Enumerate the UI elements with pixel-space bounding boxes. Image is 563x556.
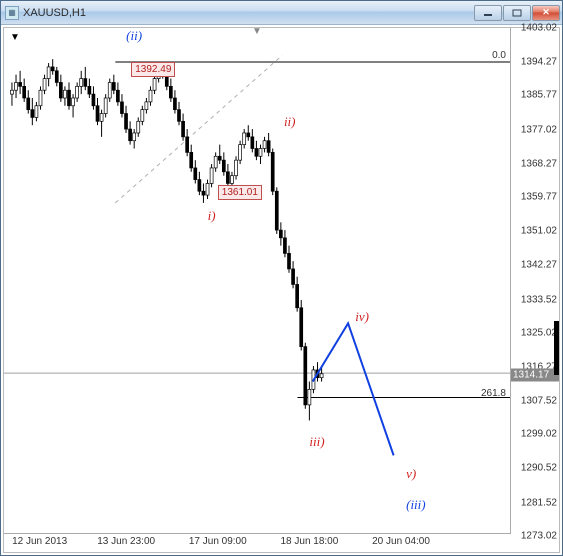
- y-tick-label: 1377.02: [521, 124, 557, 135]
- last-price-tag: 1314.17: [511, 369, 559, 382]
- y-tick-label: 1290.52: [521, 462, 557, 473]
- y-tick-label: 1394.27: [521, 57, 557, 68]
- y-tick-label: 1351.02: [521, 226, 557, 237]
- close-button[interactable]: ✕: [532, 5, 560, 21]
- y-tick-label: 1385.77: [521, 90, 557, 101]
- y-tick-label: 1281.52: [521, 497, 557, 508]
- wave-label: iii): [309, 434, 324, 450]
- y-tick-label: 1299.02: [521, 429, 557, 440]
- chart-plot-area[interactable]: ▼ ▼ 0.0 261.8 1392.49 1361.01 (ii) i) ii) iii) i…: [4, 28, 511, 534]
- y-tick-label: 1273.02: [521, 531, 557, 542]
- y-tick-label: 1307.52: [521, 396, 557, 407]
- titlebar[interactable]: ▦ XAUUSD,H1 ✕: [1, 1, 562, 25]
- x-tick-label: 20 Jun 04:00: [372, 536, 430, 547]
- window-title: XAUUSD,H1: [23, 7, 474, 19]
- bid-indicator: [554, 321, 559, 375]
- x-tick-label: 13 Jun 23:00: [97, 536, 155, 547]
- app-icon: ▦: [5, 6, 19, 20]
- y-tick-label: 1325.02: [521, 327, 557, 338]
- x-tick-label: 17 Jun 09:00: [189, 536, 247, 547]
- chart-container: ▼ ▼ 0.0 261.8 1392.49 1361.01 (ii) i) ii) iii) i…: [3, 27, 560, 553]
- wave-label: (ii): [126, 28, 142, 44]
- drag-handle-icon[interactable]: ▼: [252, 28, 262, 37]
- chart-window: ▦ XAUUSD,H1 ✕ ▼ ▼ 0.0 261.8 1392.49 1361.01…: [0, 0, 563, 556]
- time-axis[interactable]: 12 Jun 2013 13 Jun 23:00 17 Jun 09:00 18 Ju…: [4, 534, 511, 552]
- y-tick-label: 1359.77: [521, 192, 557, 203]
- wave-label: i): [208, 208, 216, 224]
- price-axis[interactable]: 1403.021394.271385.771377.021368.271359.…: [511, 28, 559, 534]
- x-tick-label: 12 Jun 2013: [12, 536, 67, 547]
- wave-label: ii): [284, 114, 296, 130]
- y-tick-label: 1368.27: [521, 158, 557, 169]
- wave-label: (iii): [406, 497, 426, 513]
- wave-label: v): [406, 466, 416, 482]
- price-chart-svg: [4, 28, 510, 533]
- fib-level-label: 0.0: [492, 50, 506, 61]
- wave-label: iv): [355, 309, 369, 325]
- y-tick-label: 1342.27: [521, 260, 557, 271]
- minimize-button[interactable]: [474, 5, 502, 21]
- window-controls: ✕: [474, 5, 560, 21]
- y-tick-label: 1333.52: [521, 294, 557, 305]
- y-tick-label: 1403.02: [521, 23, 557, 34]
- fib-level-label: 261.8: [481, 388, 506, 399]
- x-tick-label: 18 Jun 18:00: [280, 536, 338, 547]
- price-label-box: 1361.01: [218, 185, 262, 200]
- chart-menu-arrow-icon[interactable]: ▼: [10, 32, 20, 43]
- price-label-box: 1392.49: [131, 62, 175, 77]
- maximize-button[interactable]: [503, 5, 531, 21]
